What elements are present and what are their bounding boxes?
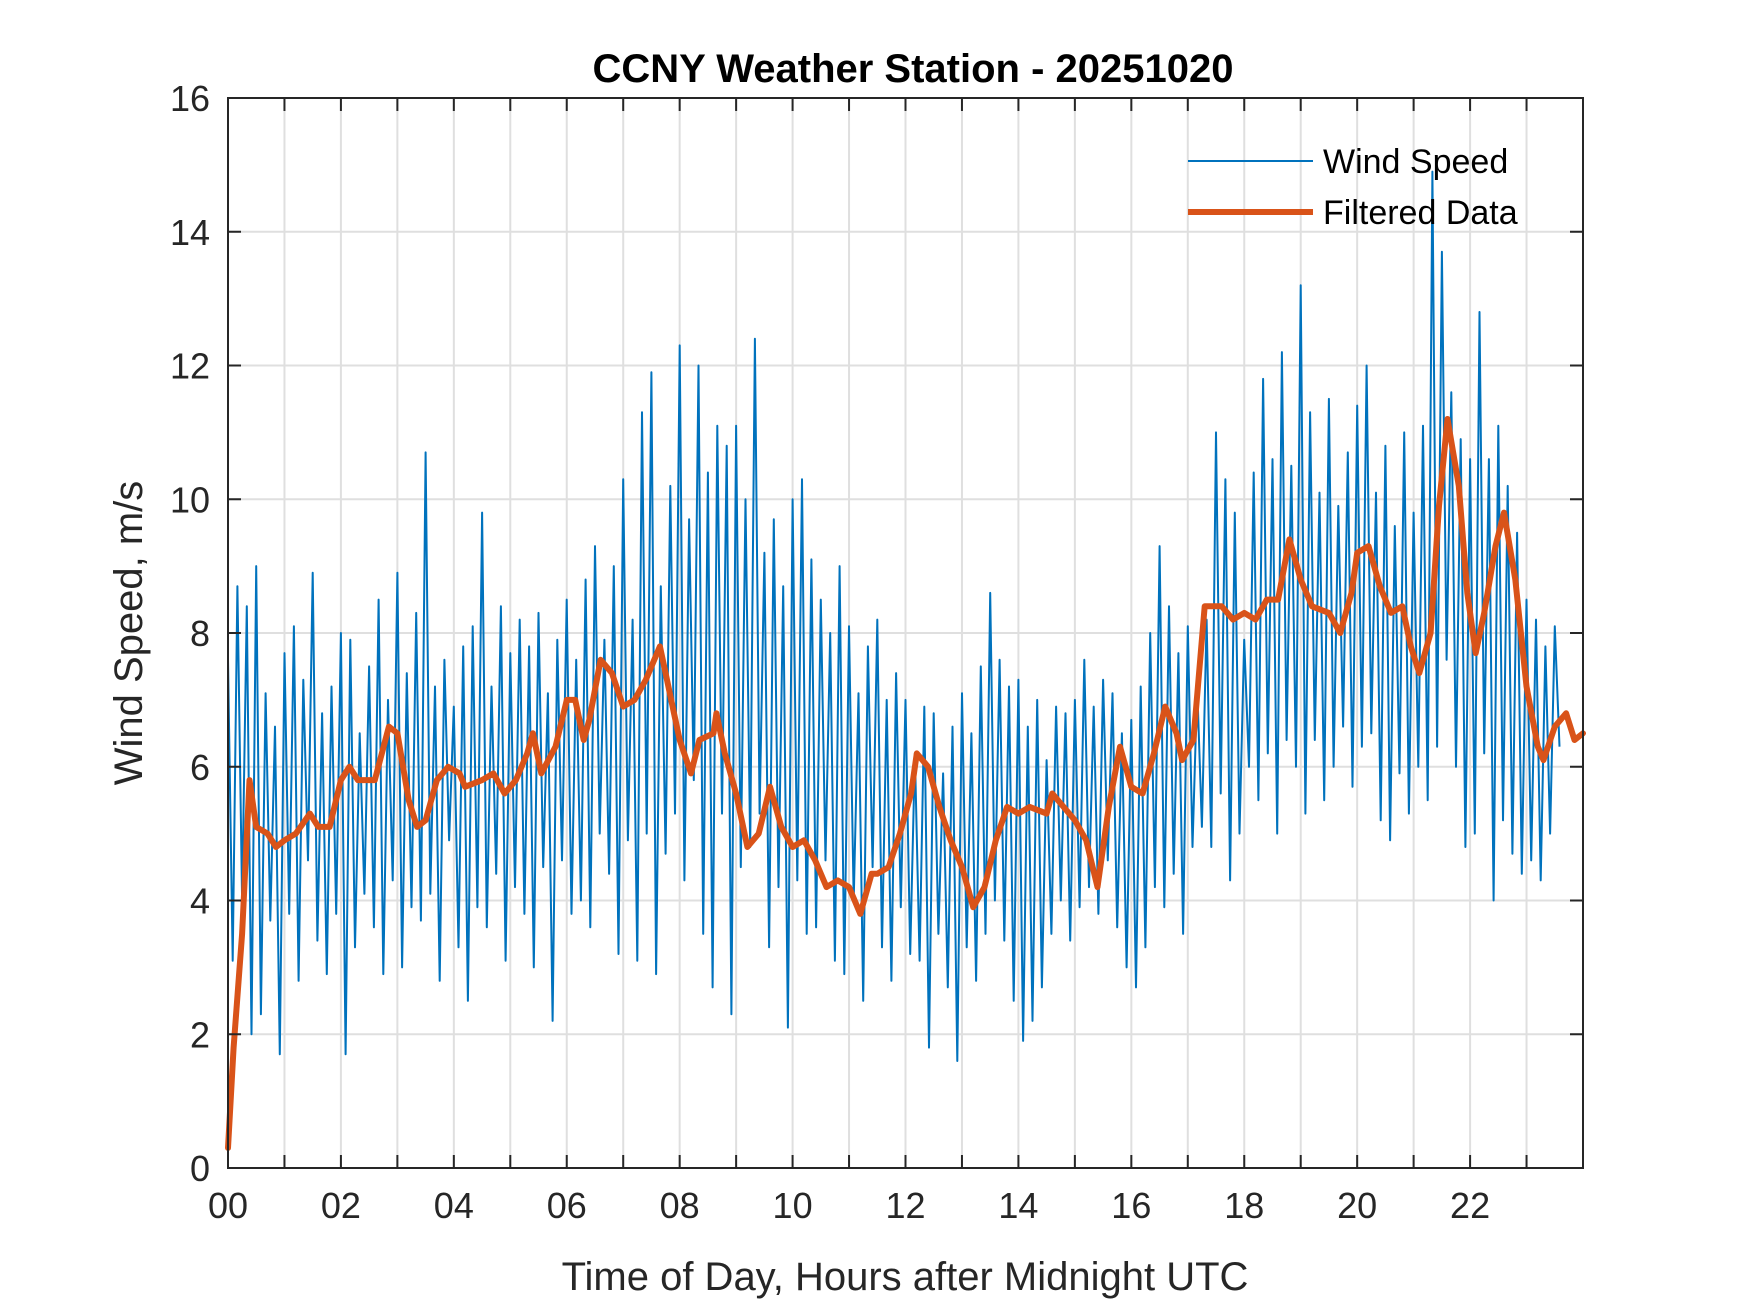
y-tick-label: 12 bbox=[170, 346, 210, 387]
axes bbox=[227, 97, 1584, 1169]
x-tick-label: 10 bbox=[773, 1185, 813, 1226]
y-tick-label: 16 bbox=[170, 78, 210, 119]
y-tick-label: 14 bbox=[170, 212, 210, 253]
y-tick-label: 8 bbox=[190, 613, 210, 654]
legend: Wind Speed Filtered Data bbox=[1188, 143, 1518, 232]
series-line-wind-speed bbox=[227, 170, 1561, 1062]
x-tick-label: 04 bbox=[434, 1185, 474, 1226]
x-tick-label: 14 bbox=[998, 1185, 1038, 1226]
y-tick-label: 0 bbox=[190, 1148, 210, 1189]
x-tick-label: 20 bbox=[1337, 1185, 1377, 1226]
x-tick-label: 00 bbox=[208, 1185, 248, 1226]
series-layer bbox=[225, 170, 1586, 1151]
x-tick-label: 16 bbox=[1111, 1185, 1151, 1226]
y-tick-label: 6 bbox=[190, 747, 210, 788]
x-tick-label: 12 bbox=[885, 1185, 925, 1226]
x-tick-label: 22 bbox=[1450, 1185, 1490, 1226]
grid bbox=[228, 98, 1583, 1168]
y-axis-label: Wind Speed, m/s bbox=[107, 481, 151, 786]
y-tick-label: 10 bbox=[170, 479, 210, 520]
x-tick-label: 06 bbox=[547, 1185, 587, 1226]
x-tick-label: 18 bbox=[1224, 1185, 1264, 1226]
x-tick-label: 02 bbox=[321, 1185, 361, 1226]
x-tick-label: 08 bbox=[660, 1185, 700, 1226]
y-tick-label: 2 bbox=[190, 1014, 210, 1055]
legend-label-wind-speed: Wind Speed bbox=[1323, 143, 1508, 181]
legend-label-filtered-data: Filtered Data bbox=[1323, 194, 1518, 232]
chart-title: CCNY Weather Station - 20251020 bbox=[593, 47, 1234, 91]
y-tick-label: 4 bbox=[190, 881, 210, 922]
series-line-filtered-data bbox=[225, 416, 1586, 1151]
x-axis-label: Time of Day, Hours after Midnight UTC bbox=[562, 1255, 1249, 1299]
